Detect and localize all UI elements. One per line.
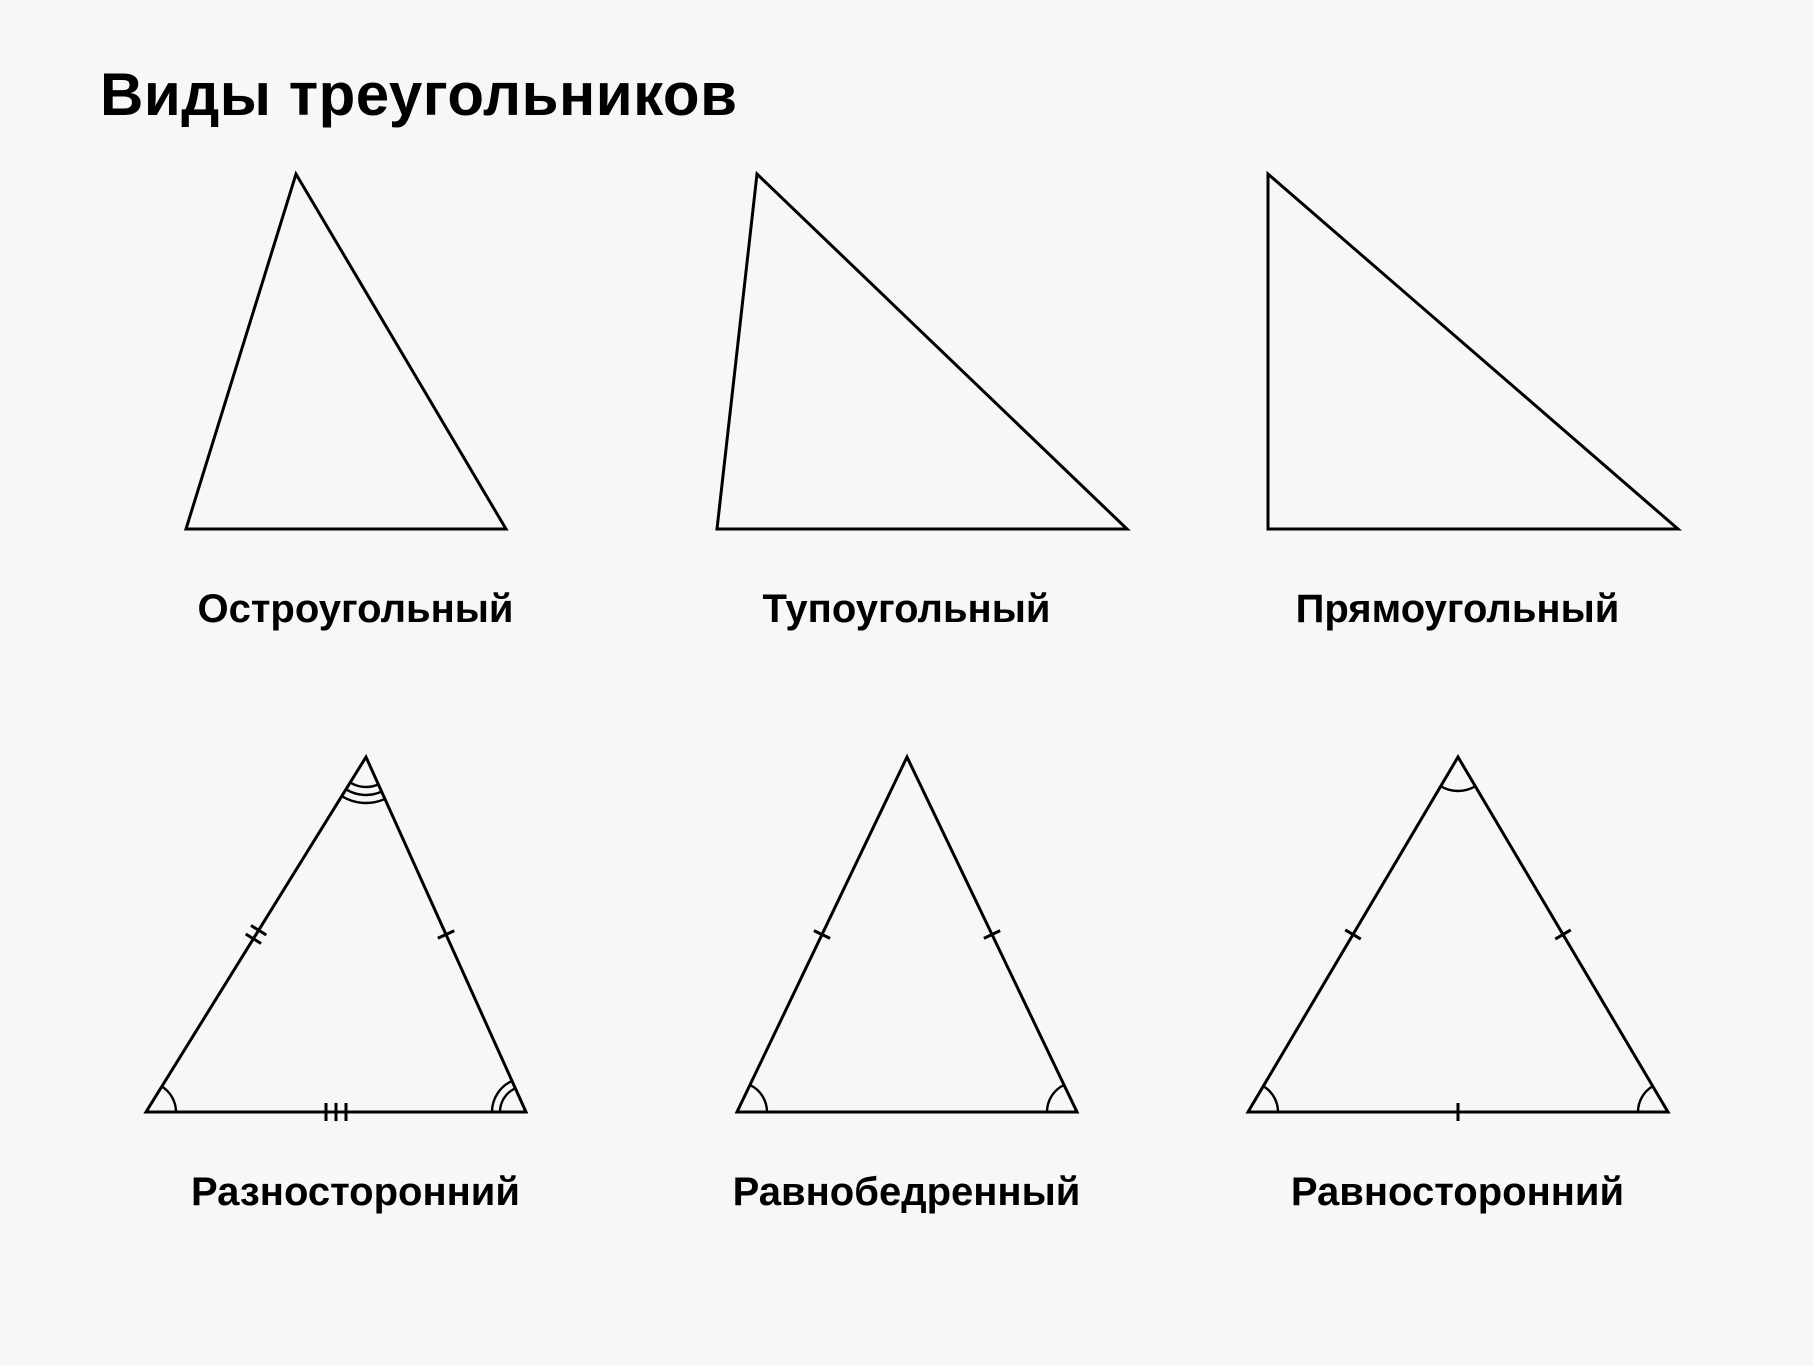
angle-arc (500, 1088, 515, 1112)
angle-arc (350, 783, 378, 787)
page-title: Виды треугольников (100, 60, 1713, 129)
triangle-svg (1208, 159, 1708, 559)
triangle-shape (1248, 757, 1668, 1112)
triangle-shape (717, 174, 1127, 529)
triangle-figure (657, 742, 1157, 1142)
triangle-caption: Равнобедренный (733, 1170, 1081, 1215)
triangle-svg (106, 159, 606, 559)
angle-arc (161, 1087, 175, 1113)
triangle-shape (737, 757, 1077, 1112)
triangle-shape (186, 174, 506, 529)
triangle-grid: Остроугольный Тупоугольный Прямоугольный Ра… (100, 159, 1713, 1215)
triangle-caption: Прямоугольный (1296, 587, 1620, 632)
angle-arc (345, 789, 381, 795)
triangle-shape (146, 757, 526, 1112)
triangle-cell-scalene: Разносторонний (100, 742, 611, 1215)
triangle-cell-equilateral: Равносторонний (1202, 742, 1713, 1215)
triangle-figure (1208, 742, 1708, 1142)
tick-mark (1555, 930, 1571, 939)
triangle-shape (1268, 174, 1678, 529)
page: Виды треугольников Остроугольный Тупоугол… (0, 0, 1813, 1215)
triangle-figure (1208, 159, 1708, 559)
triangle-svg (657, 742, 1157, 1142)
triangle-caption: Остроугольный (197, 587, 513, 632)
angle-arc (749, 1085, 766, 1112)
triangle-cell-obtuse: Тупоугольный (651, 159, 1162, 632)
angle-arc (1263, 1086, 1278, 1112)
triangle-cell-acute: Остроугольный (100, 159, 611, 632)
triangle-svg (657, 159, 1157, 559)
triangle-figure (657, 159, 1157, 559)
angle-arc (1440, 786, 1475, 791)
triangle-figure (106, 159, 606, 559)
angle-arc (1047, 1085, 1064, 1112)
tick-mark (245, 934, 260, 943)
angle-arc (1638, 1086, 1653, 1112)
triangle-cell-right: Прямоугольный (1202, 159, 1713, 632)
triangle-svg (106, 742, 606, 1142)
tick-mark (1345, 930, 1361, 939)
triangle-cell-isosceles: Равнобедренный (651, 742, 1162, 1215)
angle-arc (492, 1081, 512, 1112)
triangle-caption: Равносторонний (1291, 1170, 1624, 1215)
triangle-caption: Разносторонний (191, 1170, 520, 1215)
triangle-figure (106, 742, 606, 1142)
triangle-svg (1208, 742, 1708, 1142)
tick-mark (250, 926, 265, 935)
triangle-caption: Тупоугольный (763, 587, 1051, 632)
angle-arc (341, 796, 384, 803)
